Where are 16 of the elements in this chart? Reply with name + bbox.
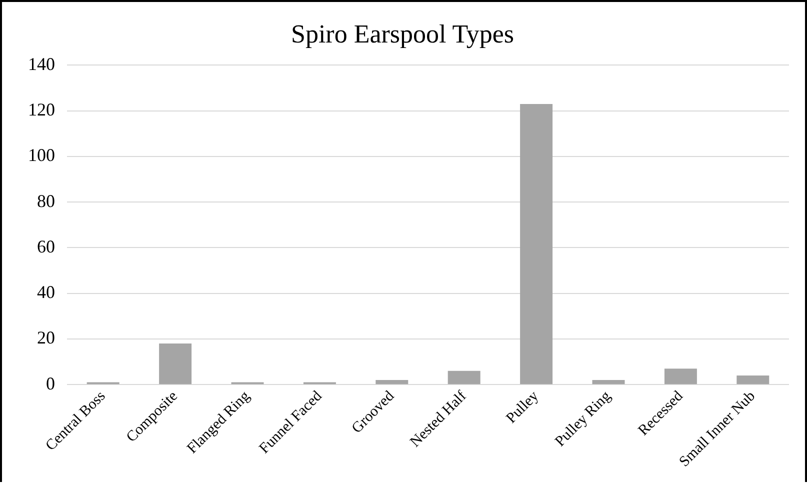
y-tick-label: 80 <box>37 190 55 211</box>
bar <box>664 368 697 384</box>
bar <box>736 375 770 384</box>
y-tick-label: 0 <box>46 373 55 394</box>
y-tick-label: 40 <box>37 282 55 302</box>
bar <box>376 380 408 384</box>
bar <box>592 380 625 384</box>
y-tick-label: 120 <box>28 100 55 120</box>
bar <box>159 344 192 384</box>
bar <box>520 104 553 384</box>
y-tick-label: 60 <box>37 236 55 256</box>
y-tick-label: 20 <box>37 328 55 348</box>
chart-title: Spiro Earspool Types <box>290 19 514 48</box>
bar <box>448 370 480 384</box>
y-tick-label: 100 <box>28 145 55 166</box>
y-tick-label: 140 <box>28 54 55 74</box>
